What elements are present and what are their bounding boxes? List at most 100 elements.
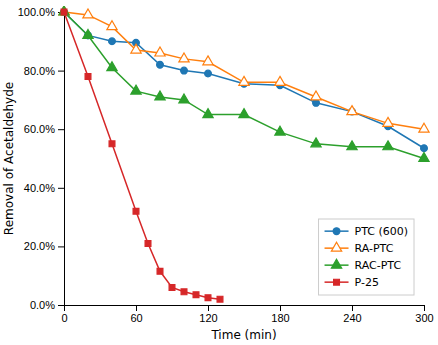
series xyxy=(61,9,428,152)
chart-container: 0 60 120 180 240 300 0.0% 20.0% 40.0% 60.0% 80.0% 1… xyxy=(0,0,438,345)
point xyxy=(275,126,285,135)
point xyxy=(83,29,93,38)
point xyxy=(157,61,164,68)
legend-item: RA-PTC xyxy=(325,242,394,255)
tick: 120 xyxy=(199,305,217,324)
tick: 40.0% xyxy=(24,182,64,194)
point xyxy=(61,9,68,16)
tick-mark xyxy=(136,305,137,311)
point xyxy=(419,153,429,162)
point xyxy=(383,117,393,126)
tick: 20.0% xyxy=(24,240,64,252)
y-axis-title: Removal of Acetaldehyde xyxy=(2,82,16,235)
tick-label: 180 xyxy=(271,312,289,324)
point xyxy=(155,91,165,100)
plot: 0 60 120 180 240 300 0.0% 20.0% 40.0% 60.0% 80.0% 1… xyxy=(2,6,434,342)
tick: 240 xyxy=(343,305,361,324)
point xyxy=(107,21,117,30)
point xyxy=(205,70,212,77)
point xyxy=(203,109,213,118)
point xyxy=(109,38,116,45)
tick-mark xyxy=(58,305,64,306)
x-axis-title: Time (min) xyxy=(210,328,276,342)
point xyxy=(59,6,69,15)
tick-mark xyxy=(58,188,64,189)
tick: 100.0% xyxy=(18,6,64,18)
point xyxy=(347,141,357,150)
legend: PTC (600) RA-PTC RAC-PTC P-25 xyxy=(319,219,414,295)
legend-marker xyxy=(334,279,340,285)
point xyxy=(169,285,175,291)
tick-mark xyxy=(58,71,64,72)
point xyxy=(131,44,141,53)
point xyxy=(239,76,249,85)
tick: 180 xyxy=(271,305,289,324)
x-axis: 0 60 120 180 240 300 xyxy=(61,305,433,324)
tick-mark xyxy=(58,246,64,247)
point xyxy=(239,109,249,118)
tick-label: 0.0% xyxy=(30,299,55,311)
tick: 80.0% xyxy=(24,65,64,77)
tick-label: 60.0% xyxy=(24,123,55,135)
tick-mark xyxy=(352,305,353,311)
tick-label: 240 xyxy=(343,312,361,324)
point xyxy=(275,76,285,85)
point xyxy=(421,145,428,152)
point xyxy=(181,67,188,74)
legend-label: PTC (600) xyxy=(355,225,408,238)
axis-domain xyxy=(58,13,65,306)
point xyxy=(347,106,357,115)
point xyxy=(311,138,321,147)
legend-label: RAC-PTC xyxy=(355,259,402,272)
tick-mark xyxy=(58,129,64,130)
tick: 300 xyxy=(415,305,433,324)
legend-label: P-25 xyxy=(355,276,379,289)
point xyxy=(59,6,69,15)
tick-mark xyxy=(208,305,209,311)
point xyxy=(179,53,189,62)
tick-label: 40.0% xyxy=(24,182,55,194)
y-axis: 0.0% 20.0% 40.0% 60.0% 80.0% 100.0% xyxy=(18,6,65,311)
tick: 0 xyxy=(61,305,67,324)
series-line xyxy=(64,12,424,159)
tick: 60 xyxy=(130,305,142,324)
point xyxy=(133,208,139,214)
series xyxy=(59,6,429,161)
tick-mark xyxy=(424,305,425,311)
point xyxy=(181,289,187,295)
point xyxy=(155,47,165,56)
tick-label: 80.0% xyxy=(24,65,55,77)
tick: 60.0% xyxy=(24,123,64,135)
legend-box xyxy=(319,219,414,295)
tick-label: 300 xyxy=(415,312,433,324)
tick-label: 120 xyxy=(199,312,217,324)
point xyxy=(61,9,67,15)
legend-item: P-25 xyxy=(325,276,379,289)
point xyxy=(107,62,117,71)
legend-item: RAC-PTC xyxy=(325,259,402,272)
tick: 0.0% xyxy=(30,299,64,311)
legend-item: PTC (600) xyxy=(325,225,408,238)
tick-mark xyxy=(280,305,281,311)
point xyxy=(217,296,223,302)
legend-marker xyxy=(333,228,340,235)
legend-marker xyxy=(331,259,341,268)
legend-marker xyxy=(331,242,341,251)
point xyxy=(157,268,163,274)
series xyxy=(61,9,223,302)
point xyxy=(203,56,213,65)
legend-label: RA-PTC xyxy=(355,242,394,255)
series-line xyxy=(64,12,424,129)
point xyxy=(419,123,429,132)
point xyxy=(205,295,211,301)
axis-domain xyxy=(65,306,425,312)
point xyxy=(311,91,321,100)
point xyxy=(193,292,199,298)
point xyxy=(179,94,189,103)
tick-label: 100.0% xyxy=(18,6,56,18)
tick-label: 0 xyxy=(61,312,67,324)
point xyxy=(109,141,115,147)
series-line xyxy=(64,12,424,148)
point xyxy=(145,241,151,247)
chart-svg: 0 60 120 180 240 300 0.0% 20.0% 40.0% 60.0% 80.0% 1… xyxy=(0,0,438,345)
